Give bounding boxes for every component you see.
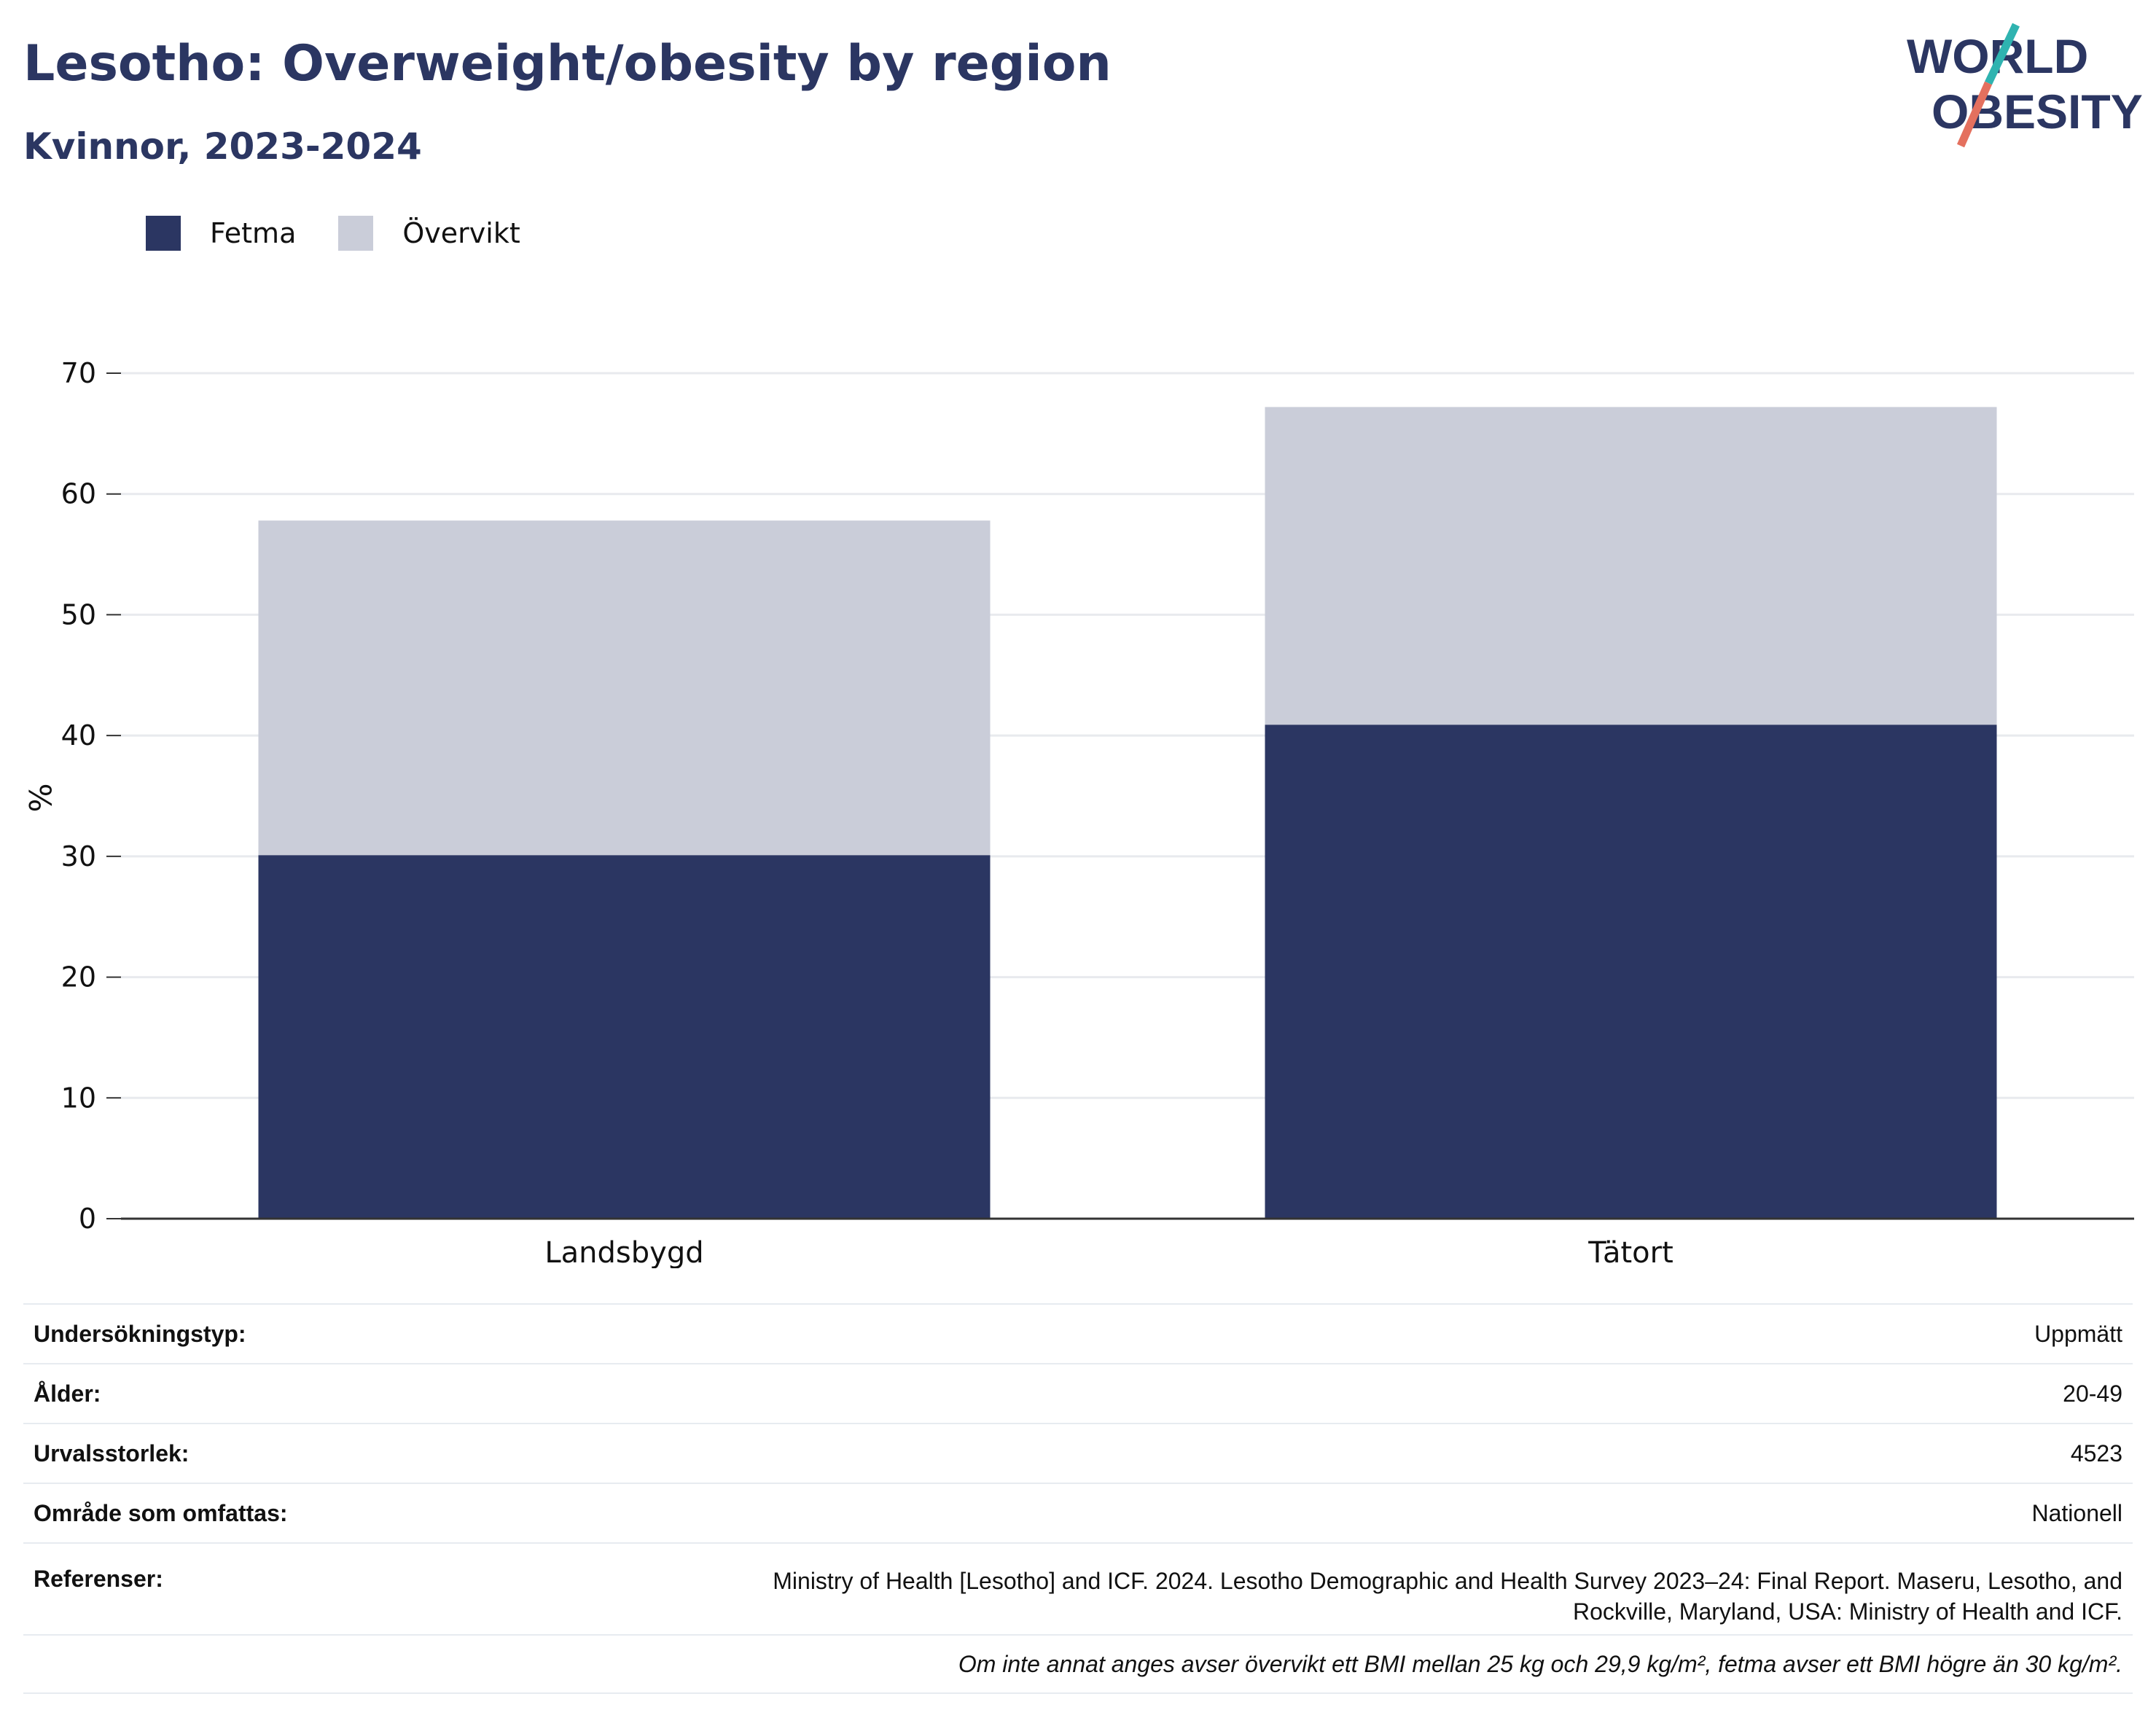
info-row-references: Referenser: Ministry of Health [Lesotho]… — [23, 1542, 2133, 1634]
logo-slash-teal — [1985, 23, 2020, 85]
info-row-survey-type: Undersökningstyp: Uppmätt — [23, 1303, 2133, 1363]
info-row-footnote: Om inte annat anges avser övervikt ett B… — [23, 1634, 2133, 1694]
bar-overweight — [258, 520, 991, 856]
y-tick-label: 20 — [61, 961, 96, 993]
info-row-sample-size: Urvalsstorlek: 4523 — [23, 1423, 2133, 1483]
bar-chart: 0 10 20 30 40 50 60 70 Landsbygd Tätort — [61, 357, 2134, 1268]
y-tick-label: 30 — [61, 840, 96, 872]
references-line-2: Rockville, Maryland, USA: Ministry of He… — [1572, 1598, 2122, 1625]
y-tick-label: 0 — [79, 1203, 96, 1235]
chart-title: Lesotho: Overweight/obesity by region — [23, 35, 1112, 93]
legend-swatch-obesity — [146, 216, 181, 251]
bar-obesity — [258, 855, 991, 1219]
info-row-age: Ålder: 20-49 — [23, 1363, 2133, 1423]
legend: Fetma Övervikt — [146, 216, 563, 251]
y-tick-label: 50 — [61, 598, 96, 630]
bar-overweight — [1265, 407, 1997, 725]
info-value: Nationell — [2031, 1499, 2122, 1526]
info-label: Undersökningstyp: — [34, 1320, 246, 1347]
world-obesity-logo: WORLD OBESITY — [1907, 23, 2143, 148]
legend-label-overweight: Övervikt — [402, 217, 520, 249]
bmi-footnote: Om inte annat anges avser övervikt ett B… — [958, 1650, 2122, 1677]
legend-item-overweight[interactable]: Övervikt — [338, 216, 520, 251]
info-label: Referenser: — [34, 1566, 163, 1592]
references-text: Ministry of Health [Lesotho] and ICF. 20… — [773, 1566, 2122, 1627]
y-tick-label: 60 — [61, 478, 96, 510]
info-label: Urvalsstorlek: — [34, 1440, 190, 1467]
legend-item-obesity[interactable]: Fetma — [146, 216, 296, 251]
info-label: Område som omfattas: — [34, 1499, 288, 1526]
y-tick-label: 40 — [61, 719, 96, 751]
info-label: Ålder: — [34, 1380, 101, 1407]
info-value: Uppmätt — [2034, 1320, 2122, 1347]
bar-obesity — [1265, 725, 1997, 1219]
info-value: 4523 — [2070, 1440, 2122, 1467]
y-tick-label: 10 — [61, 1082, 96, 1114]
x-tick-label: Tätort — [1587, 1236, 1673, 1268]
y-tick-label: 70 — [61, 357, 96, 389]
legend-label-obesity: Fetma — [210, 217, 297, 249]
legend-swatch-overweight — [338, 216, 374, 251]
info-value: 20-49 — [2063, 1380, 2122, 1407]
references-line-1: Ministry of Health [Lesotho] and ICF. 20… — [773, 1568, 2122, 1594]
info-table: Undersökningstyp: Uppmätt Ålder: 20-49 U… — [23, 1303, 2133, 1694]
x-tick-label: Landsbygd — [544, 1236, 703, 1268]
logo-slash-coral — [1956, 81, 1993, 148]
chart-subtitle: Kvinnor, 2023-2024 — [23, 125, 422, 168]
info-row-coverage: Område som omfattas: Nationell — [23, 1483, 2133, 1542]
